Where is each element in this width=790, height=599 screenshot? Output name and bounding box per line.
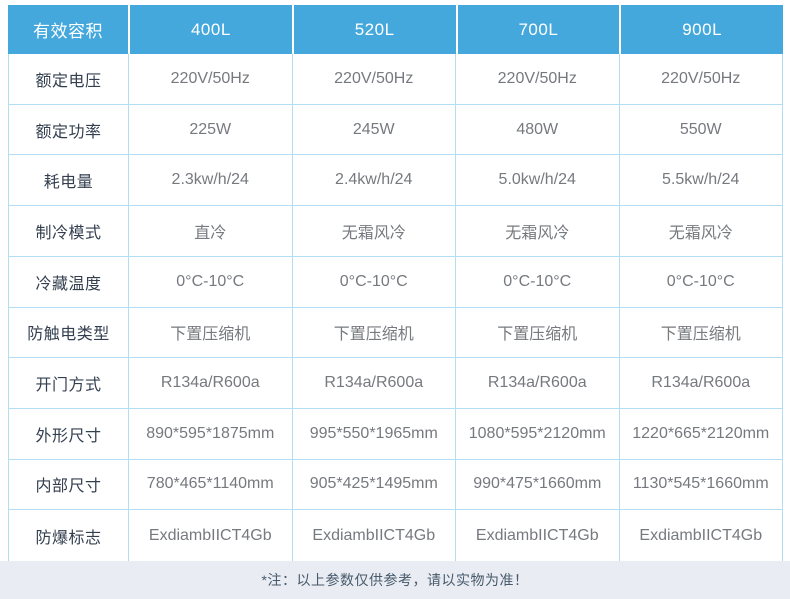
row-label: 制冷模式 <box>35 224 102 242</box>
table-header-row: 有效容积 400L 520L 700L 900L <box>8 5 783 54</box>
row-value: 225W <box>128 104 292 155</box>
row-value: 无霜风冷 <box>455 206 619 256</box>
row-value: 220V/50Hz <box>455 54 619 104</box>
table-row: 开门方式 R134a/R600a R134a/R600a R134a/R600a R13… <box>9 358 782 409</box>
row-value: 990*475*1660mm <box>455 459 619 510</box>
row-value: 1220*665*2120mm <box>618 408 783 459</box>
spec-table: 有效容积 400L 520L 700L 900L 额定电压 220V/50Hz 220V/… <box>8 5 783 562</box>
table-row: 外形尺寸 890*595*1875mm 995*550*1965mm 1080*595… <box>9 408 783 460</box>
table-row: 防爆标志 ExdiambIICT4Gb ExdiambIICT4Gb ExdiambI… <box>9 510 782 561</box>
row-value: 245W <box>291 104 456 155</box>
row-value: 无霜风冷 <box>291 206 456 256</box>
table-row: 内部尺寸 780*465*1140mm 905*425*1495mm 990*475*… <box>9 459 783 511</box>
row-value: 995*550*1965mm <box>291 408 456 459</box>
footnote-bar: *注：以上参数仅供参考，请以实物为准！ <box>0 561 790 599</box>
row-label: 开门方式 <box>35 377 102 395</box>
row-value: 220V/50Hz <box>618 54 783 104</box>
row-value: 1130*545*1660mm <box>618 459 783 510</box>
row-label: 冷藏温度 <box>35 275 102 293</box>
row-value: 0°C-10°C <box>455 256 619 307</box>
header-cell-capacity: 520L <box>291 5 456 54</box>
header-cell-capacity-label: 有效容积 <box>33 22 103 41</box>
table-row: 额定电压 220V/50Hz 220V/50Hz 220V/50Hz 220V/50Hz <box>9 54 782 105</box>
row-value: 220V/50Hz <box>128 54 292 104</box>
row-value: 下置压缩机 <box>291 307 456 358</box>
row-value: ExdiambIICT4Gb <box>291 510 456 561</box>
row-label: 外形尺寸 <box>35 427 102 445</box>
row-value: 2.4kw/h/24 <box>291 155 456 206</box>
row-value: ExdiambIICT4Gb <box>618 510 783 561</box>
table-row: 冷藏温度 0°C-10°C 0°C-10°C 0°C-10°C 0°C-10°C <box>9 256 783 308</box>
table-row: 防触电类型 下置压缩机 下置压缩机 下置压缩机 下置压缩机 <box>9 307 783 359</box>
row-value: R134a/R600a <box>455 358 619 408</box>
row-value: R134a/R600a <box>291 358 456 408</box>
footnote-text: *注：以上参数仅供参考，请以实物为准！ <box>261 572 529 588</box>
row-value: 0°C-10°C <box>128 256 292 307</box>
table-body: 额定电压 220V/50Hz 220V/50Hz 220V/50Hz 220V/50Hz… <box>8 54 783 562</box>
row-label: 额定功率 <box>35 123 102 141</box>
row-value: 780*465*1140mm <box>128 459 292 510</box>
row-value: ExdiambIICT4Gb <box>455 510 619 561</box>
row-value: 2.3kw/h/24 <box>128 155 292 206</box>
row-value: 550W <box>618 104 783 155</box>
row-value: 905*425*1495mm <box>291 459 456 510</box>
row-label: 额定电压 <box>35 72 102 90</box>
row-value: 0°C-10°C <box>291 256 456 307</box>
row-label: 防触电类型 <box>27 326 110 344</box>
row-value: ExdiambIICT4Gb <box>128 510 292 561</box>
row-value: 直冷 <box>128 206 292 256</box>
table-row: 制冷模式 直冷 无霜风冷 无霜风冷 无霜风冷 <box>9 206 782 257</box>
header-cell-capacity: 400L <box>128 5 292 54</box>
row-value: R134a/R600a <box>618 358 783 408</box>
row-label: 防爆标志 <box>35 529 102 547</box>
row-value: 5.0kw/h/24 <box>455 155 619 206</box>
row-value: 下置压缩机 <box>128 307 292 358</box>
row-value: 无霜风冷 <box>618 206 783 256</box>
row-value: 下置压缩机 <box>455 307 619 358</box>
row-value: R134a/R600a <box>128 358 292 408</box>
row-value: 1080*595*2120mm <box>455 408 619 459</box>
row-value: 220V/50Hz <box>291 54 456 104</box>
row-value: 890*595*1875mm <box>128 408 292 459</box>
row-value: 5.5kw/h/24 <box>618 155 783 206</box>
row-value: 下置压缩机 <box>618 307 783 358</box>
row-value: 480W <box>455 104 619 155</box>
row-label: 内部尺寸 <box>35 478 102 496</box>
header-cell-capacity: 700L <box>455 5 620 54</box>
row-label: 耗电量 <box>43 174 94 192</box>
table-row: 额定功率 225W 245W 480W 550W <box>9 104 783 156</box>
row-value: 0°C-10°C <box>618 256 783 307</box>
header-cell-capacity: 900L <box>619 5 783 54</box>
table-row: 耗电量 2.3kw/h/24 2.4kw/h/24 5.0kw/h/24 5.5kw/h… <box>9 155 783 207</box>
